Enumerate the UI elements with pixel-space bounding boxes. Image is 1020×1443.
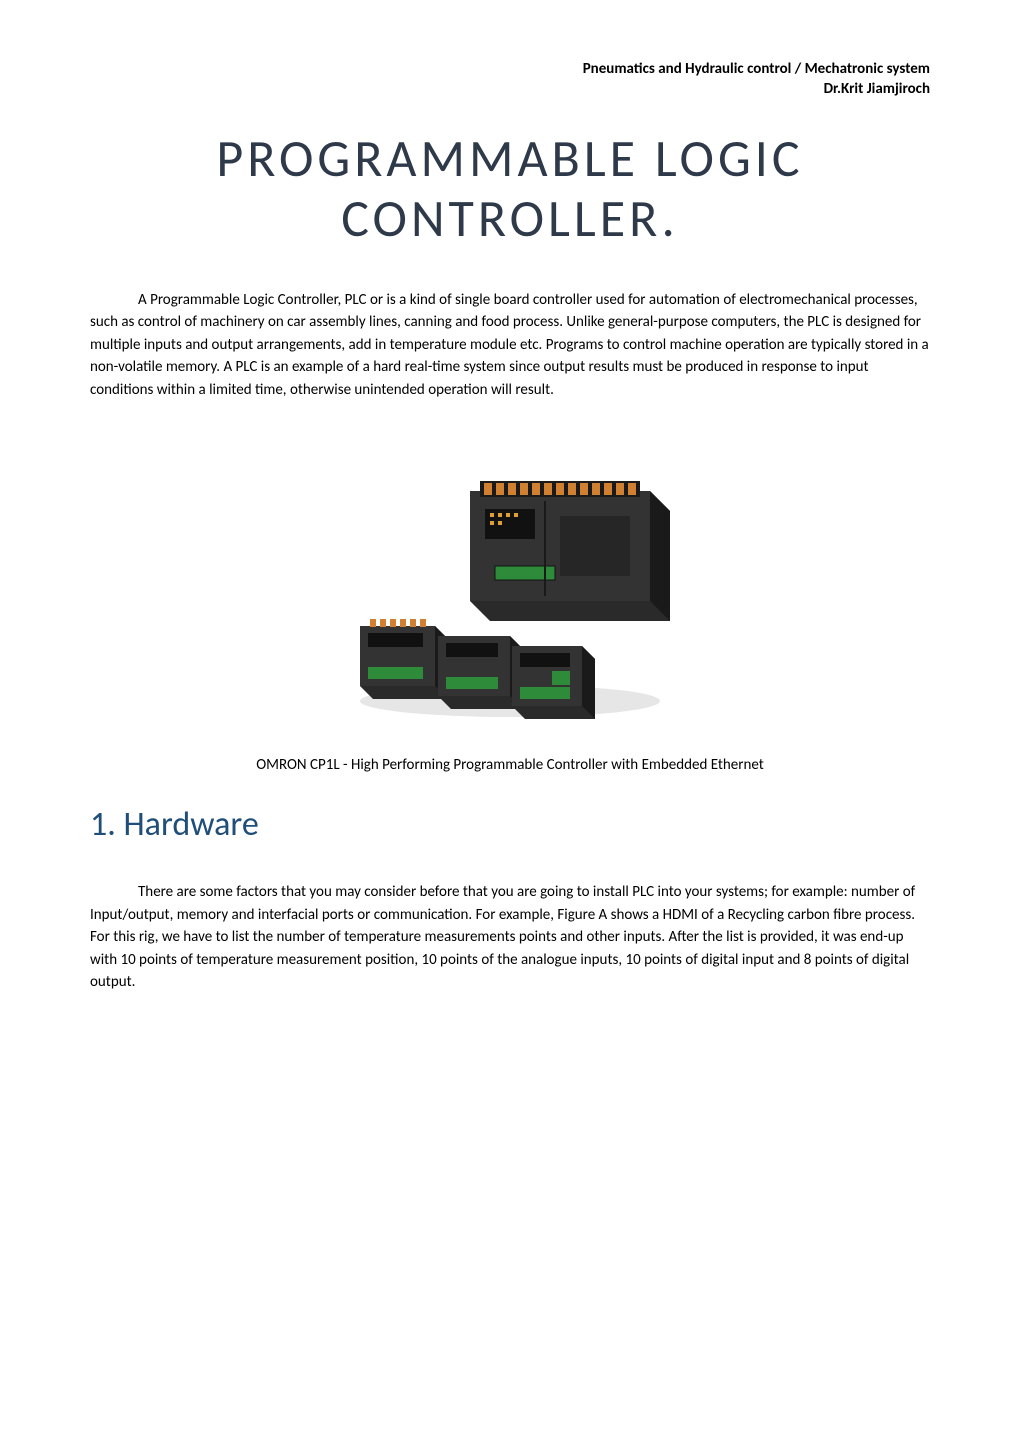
header-author-line: Dr.Krit Jiamjiroch bbox=[90, 80, 930, 100]
document-title: PROGRAMMABLE LOGIC CONTROLLER. bbox=[90, 129, 930, 249]
section-hardware-paragraph: There are some factors that you may cons… bbox=[90, 881, 930, 994]
intro-paragraph: A Programmable Logic Controller, PLC or … bbox=[90, 289, 930, 402]
plc-expansion-module-3 bbox=[512, 646, 595, 719]
figure-container bbox=[90, 431, 930, 736]
section-hardware-heading: 1. Hardware bbox=[90, 804, 930, 845]
figure-caption: OMRON CP1L - High Performing Programmabl… bbox=[90, 756, 930, 774]
plc-hardware-figure bbox=[320, 431, 700, 731]
plc-expansion-module-2 bbox=[438, 636, 523, 709]
title-line-2: CONTROLLER. bbox=[341, 186, 679, 250]
plc-expansion-module-1 bbox=[360, 619, 448, 699]
plc-main-unit bbox=[470, 481, 670, 621]
header-course-line: Pneumatics and Hydraulic control / Mecha… bbox=[90, 60, 930, 80]
title-line-1: PROGRAMMABLE LOGIC bbox=[216, 126, 803, 190]
page-header: Pneumatics and Hydraulic control / Mecha… bbox=[90, 60, 930, 99]
